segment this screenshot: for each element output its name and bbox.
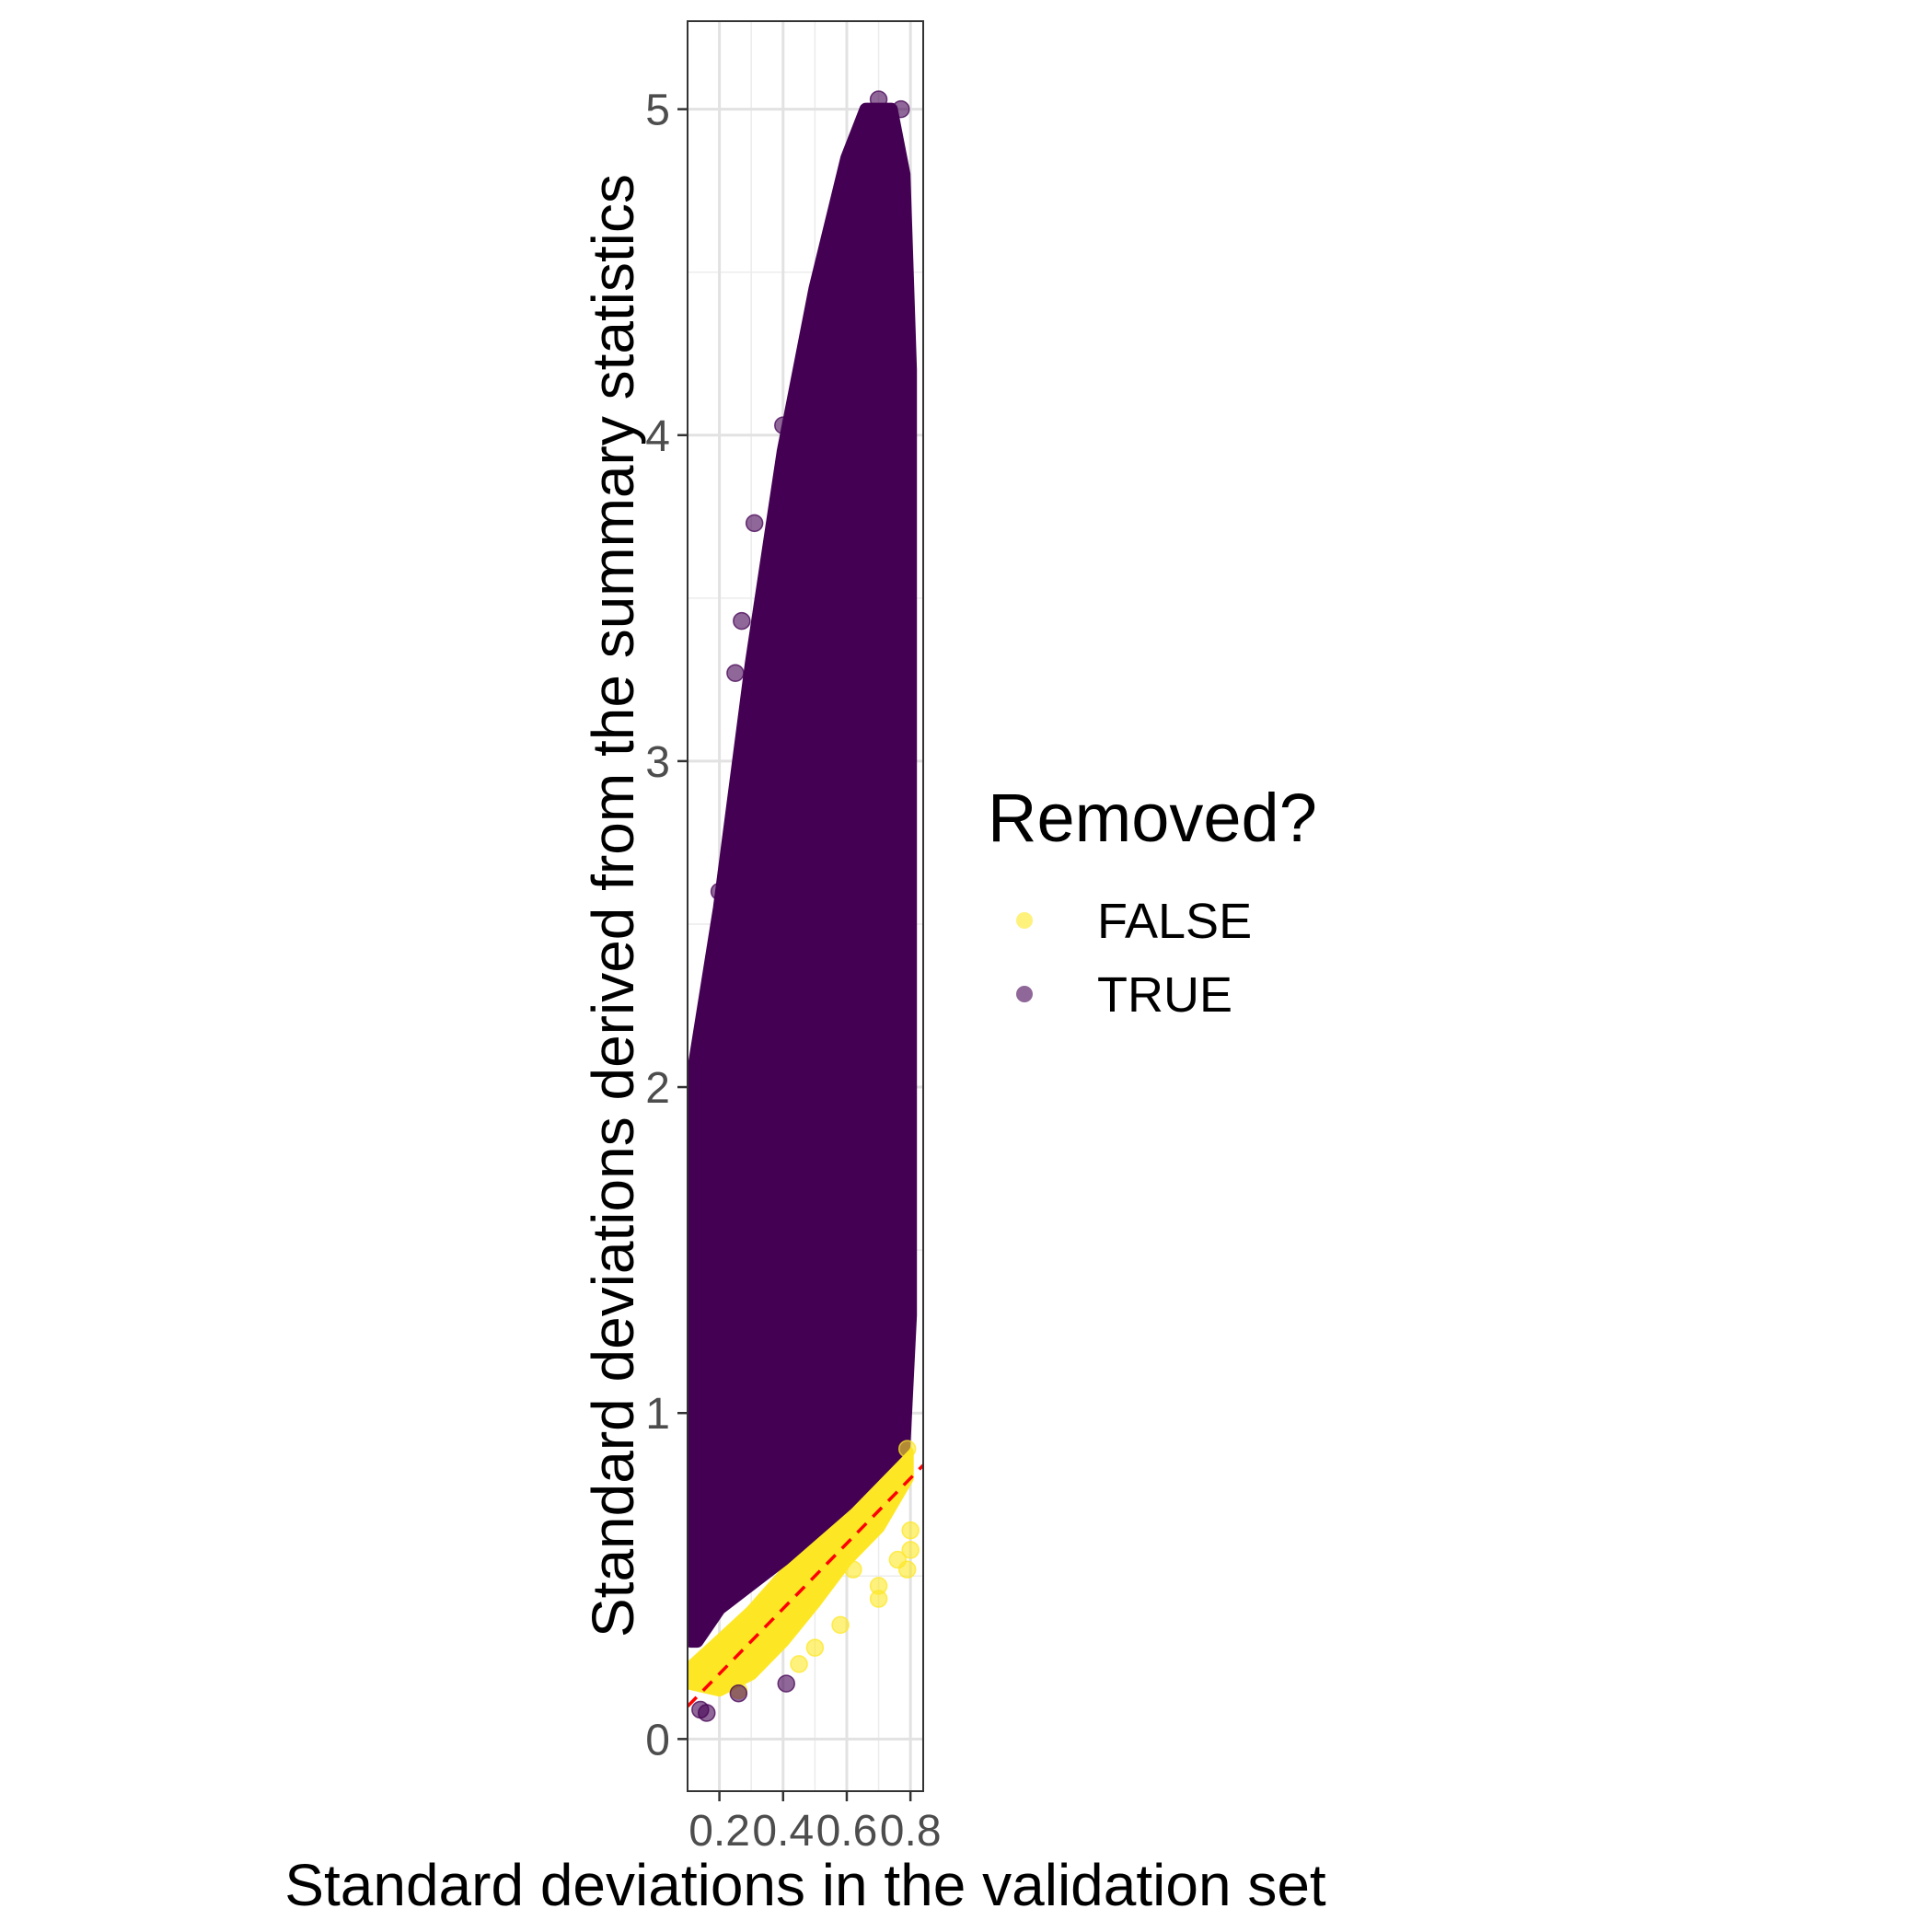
x-axis-title: Standard deviations in the validation se… bbox=[284, 1852, 1326, 1918]
y-tick-label: 5 bbox=[645, 87, 670, 135]
data-point-true bbox=[710, 882, 729, 901]
x-tick-label: 0.4 bbox=[752, 1807, 814, 1856]
data-point-true bbox=[869, 90, 888, 109]
data-point-false bbox=[831, 1615, 850, 1635]
legend-key-false bbox=[1016, 912, 1033, 929]
y-tick-label: 3 bbox=[645, 738, 670, 787]
point-cloud-true bbox=[688, 102, 918, 1649]
y-tick-label: 4 bbox=[645, 412, 670, 461]
legend-key-true bbox=[1016, 986, 1033, 1002]
legend: Removed? FALSE TRUE bbox=[988, 780, 1317, 1023]
data-point-false bbox=[901, 1521, 920, 1540]
y-tick-label: 2 bbox=[645, 1064, 670, 1113]
data-point-true bbox=[892, 99, 910, 119]
legend-label-true: TRUE bbox=[1097, 967, 1232, 1023]
x-axis: 0.2 0.4 0.6 0.8 bbox=[688, 1791, 942, 1856]
data-point-false bbox=[888, 1550, 908, 1569]
legend-title: Removed? bbox=[988, 780, 1317, 856]
data-point-false bbox=[901, 1541, 920, 1559]
y-axis-title: Standard deviations derived from the sum… bbox=[580, 174, 646, 1637]
data-point-false bbox=[790, 1655, 808, 1673]
data-point-false bbox=[897, 1440, 917, 1458]
reference-line bbox=[688, 1463, 923, 1708]
data-point-true bbox=[733, 611, 751, 631]
point-cloud-false bbox=[688, 1445, 914, 1697]
legend-label-false: FALSE bbox=[1097, 894, 1252, 949]
data-point-true bbox=[777, 1674, 795, 1693]
reference-line-layer bbox=[688, 1463, 923, 1708]
y-axis: 0 1 2 3 4 5 bbox=[645, 87, 688, 1764]
x-tick-label: 0.6 bbox=[816, 1807, 878, 1856]
data-point-true bbox=[726, 664, 745, 683]
data-point-true bbox=[774, 416, 792, 434]
data-point-true bbox=[745, 514, 764, 533]
y-tick-label: 1 bbox=[645, 1390, 670, 1439]
data-point-false bbox=[869, 1590, 888, 1608]
x-tick-label: 0.8 bbox=[880, 1807, 942, 1856]
y-tick-label: 0 bbox=[645, 1716, 670, 1764]
data-point-true bbox=[729, 1684, 748, 1703]
data-layer bbox=[688, 90, 920, 1722]
data-point-true bbox=[698, 1704, 716, 1722]
data-point-false bbox=[805, 1638, 825, 1657]
data-point-false bbox=[844, 1560, 862, 1579]
plot-panel-border bbox=[687, 20, 924, 1792]
x-tick-label: 0.2 bbox=[688, 1807, 750, 1856]
